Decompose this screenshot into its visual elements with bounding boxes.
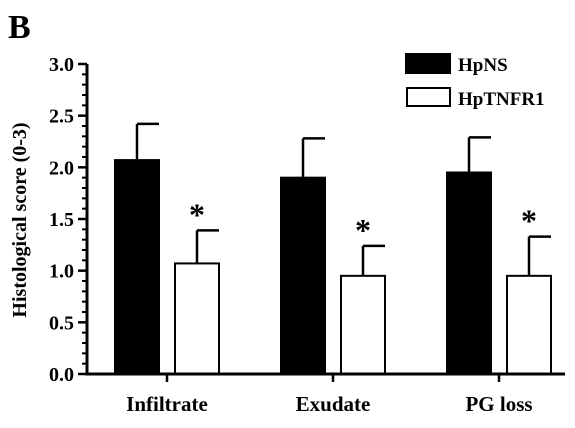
bar-hpns xyxy=(280,176,326,375)
bar-hptnfr1 xyxy=(340,274,386,376)
legend-label-hpns: HpNS xyxy=(458,55,508,76)
x-tick-label: PG loss xyxy=(465,392,532,416)
y-tick-label-2: 1.0 xyxy=(49,261,74,283)
x-axis: Infiltrate Exudate PG loss xyxy=(126,374,533,416)
x-tick-label: Infiltrate xyxy=(126,392,208,416)
bar-hptnfr1 xyxy=(174,262,220,375)
bar-hpns xyxy=(114,159,160,375)
panel-label: B xyxy=(8,9,31,46)
legend-swatch-hptnfr1 xyxy=(406,87,451,107)
y-axis: 0.0 0.5 1.0 1.5 2.0 2.5 3.0 xyxy=(49,54,87,386)
bar-hpns xyxy=(446,171,492,375)
legend-swatch-hpns xyxy=(405,53,451,74)
legend-label-hptnfr1: HpTNFR1 xyxy=(458,89,545,110)
y-tick-label-3: 1.5 xyxy=(49,209,74,231)
y-tick-label-6: 3.0 xyxy=(49,54,74,76)
bars: * * * xyxy=(114,122,552,376)
legend-item-hpns: HpNS xyxy=(405,53,508,76)
significance-marker: * xyxy=(355,212,371,248)
y-axis-label: Histological score (0-3) xyxy=(9,122,31,317)
x-tick-label: Exudate xyxy=(296,392,371,416)
y-tick-label-5: 2.5 xyxy=(49,106,74,128)
y-tick-label-4: 2.0 xyxy=(49,157,74,179)
significance-marker: * xyxy=(521,203,537,239)
legend: HpNS HpTNFR1 xyxy=(405,53,545,110)
y-tick-label-1: 0.5 xyxy=(49,312,74,334)
bar-hptnfr1 xyxy=(506,274,552,376)
significance-marker: * xyxy=(189,196,205,232)
y-tick-label-0: 0.0 xyxy=(49,364,74,386)
legend-item-hptnfr1: HpTNFR1 xyxy=(406,87,545,110)
